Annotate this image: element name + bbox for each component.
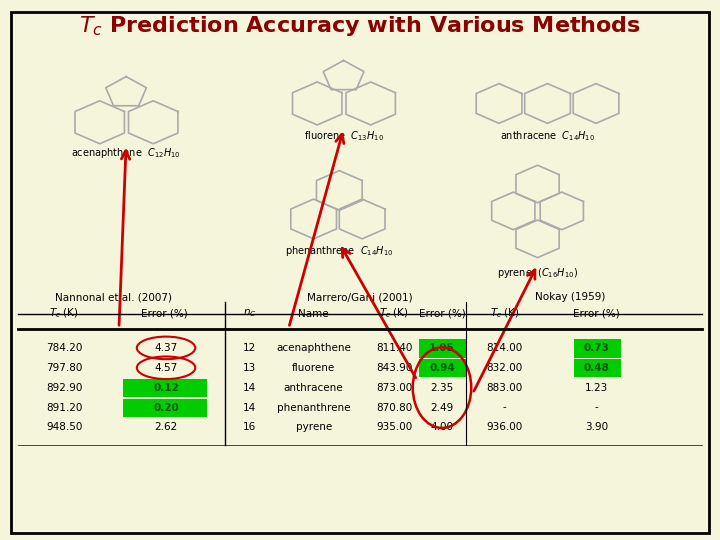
Text: 2.62: 2.62	[154, 422, 178, 433]
FancyBboxPatch shape	[419, 339, 467, 357]
FancyBboxPatch shape	[122, 399, 207, 417]
Text: 12: 12	[243, 343, 256, 353]
Text: 0.12: 0.12	[153, 383, 179, 393]
Text: 784.20: 784.20	[46, 343, 82, 353]
Text: Error (%): Error (%)	[573, 308, 620, 319]
Text: $n_C$: $n_C$	[243, 308, 256, 320]
Text: -: -	[503, 402, 507, 413]
Text: Error (%): Error (%)	[418, 308, 465, 319]
Text: 4.00: 4.00	[431, 422, 454, 433]
Text: 13: 13	[243, 363, 256, 373]
FancyBboxPatch shape	[11, 12, 709, 533]
Text: 814.00: 814.00	[487, 343, 523, 353]
Text: 2.49: 2.49	[431, 402, 454, 413]
Text: 4.37: 4.37	[154, 343, 178, 353]
Text: 3.90: 3.90	[585, 422, 608, 433]
Text: 4.57: 4.57	[154, 363, 178, 373]
Text: 1.23: 1.23	[585, 383, 608, 393]
Text: -: -	[595, 402, 598, 413]
Text: 891.20: 891.20	[46, 402, 82, 413]
Text: 936.00: 936.00	[487, 422, 523, 433]
Text: 1.05: 1.05	[429, 343, 455, 353]
Text: 873.00: 873.00	[376, 383, 413, 393]
Text: pyrene: pyrene	[295, 422, 332, 433]
Text: 870.80: 870.80	[376, 402, 413, 413]
Text: fluorene: fluorene	[292, 363, 336, 373]
Text: 0.48: 0.48	[584, 363, 610, 373]
Text: phenanthrene: phenanthrene	[277, 402, 351, 413]
Text: acenaphthene: acenaphthene	[276, 343, 351, 353]
FancyBboxPatch shape	[574, 339, 621, 357]
Text: 16: 16	[243, 422, 256, 433]
Text: 0.94: 0.94	[429, 363, 455, 373]
Text: pyrene  ($\mathit{C}_{16}H_{10}$): pyrene ($\mathit{C}_{16}H_{10}$)	[497, 266, 578, 280]
FancyBboxPatch shape	[419, 359, 467, 377]
Text: fluorene  $\mathit{C}_{13}H_{10}$: fluorene $\mathit{C}_{13}H_{10}$	[304, 129, 384, 143]
FancyBboxPatch shape	[122, 379, 207, 397]
Text: 14: 14	[243, 402, 256, 413]
Text: $T_c$ Prediction Accuracy with Various Methods: $T_c$ Prediction Accuracy with Various M…	[79, 14, 641, 38]
Text: Nokay (1959): Nokay (1959)	[535, 292, 606, 302]
Text: Marrero/Gani (2001): Marrero/Gani (2001)	[307, 292, 413, 302]
Text: 797.80: 797.80	[46, 363, 82, 373]
Text: 935.00: 935.00	[376, 422, 413, 433]
Text: $\mathit{T_c}$ (K): $\mathit{T_c}$ (K)	[49, 307, 79, 320]
Text: 948.50: 948.50	[46, 422, 82, 433]
Text: Name: Name	[298, 308, 329, 319]
Text: 843.90: 843.90	[376, 363, 413, 373]
Text: 892.90: 892.90	[46, 383, 82, 393]
Text: anthracene  $\mathit{C}_{14}H_{10}$: anthracene $\mathit{C}_{14}H_{10}$	[500, 129, 595, 143]
Text: acenaphthene  $\mathit{C}_{12}H_{10}$: acenaphthene $\mathit{C}_{12}H_{10}$	[71, 146, 181, 160]
Text: Nannonal et al. (2007): Nannonal et al. (2007)	[55, 292, 173, 302]
Text: 883.00: 883.00	[487, 383, 523, 393]
Text: anthracene: anthracene	[284, 383, 343, 393]
Text: 0.73: 0.73	[584, 343, 610, 353]
Text: $\mathit{T_c}$ (K): $\mathit{T_c}$ (K)	[379, 307, 409, 320]
Text: $\mathit{T_c}$ (K): $\mathit{T_c}$ (K)	[490, 307, 520, 320]
Text: 0.20: 0.20	[153, 402, 179, 413]
Text: phenanthrene  $\mathit{C}_{14}H_{10}$: phenanthrene $\mathit{C}_{14}H_{10}$	[285, 244, 394, 258]
Text: Error (%): Error (%)	[140, 308, 187, 319]
FancyBboxPatch shape	[574, 359, 621, 377]
Text: 832.00: 832.00	[487, 363, 523, 373]
Text: 811.40: 811.40	[376, 343, 413, 353]
Text: 14: 14	[243, 383, 256, 393]
Text: 2.35: 2.35	[431, 383, 454, 393]
